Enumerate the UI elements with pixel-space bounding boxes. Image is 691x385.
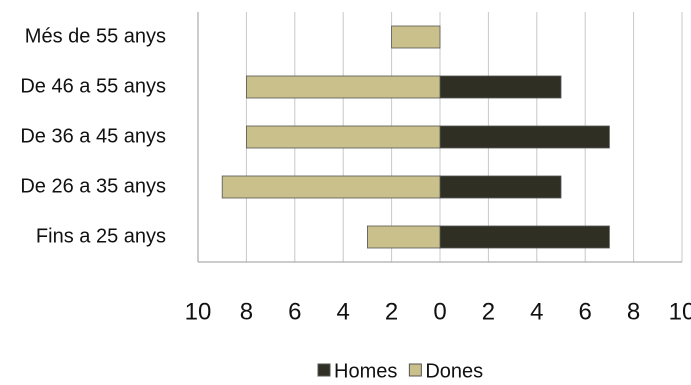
y-tick-label: De 46 a 55 anys xyxy=(20,75,166,97)
x-tick-label: 10 xyxy=(669,298,691,325)
bar xyxy=(245,125,441,149)
bar xyxy=(439,75,562,99)
legend-label: Dones xyxy=(425,360,483,382)
x-tick-label: 8 xyxy=(240,298,253,325)
bar xyxy=(439,175,562,199)
y-tick-label: Més de 55 anys xyxy=(25,25,166,47)
bar xyxy=(366,225,441,249)
x-tick-label: 6 xyxy=(288,298,301,325)
y-tick-label: Fins a 25 anys xyxy=(36,225,166,247)
x-tick-label: 10 xyxy=(185,298,212,325)
bar xyxy=(439,125,610,149)
legend-swatch xyxy=(317,363,331,377)
x-tick-label: 4 xyxy=(530,298,543,325)
y-tick-label: De 26 a 35 anys xyxy=(20,175,166,197)
x-tick-label: 4 xyxy=(337,298,350,325)
x-tick-label: 0 xyxy=(433,298,446,325)
legend-swatch xyxy=(408,363,422,377)
x-tick-label: 8 xyxy=(627,298,640,325)
x-tick-label: 6 xyxy=(579,298,592,325)
bar xyxy=(221,175,441,199)
x-tick-label: 2 xyxy=(482,298,495,325)
y-tick-label: De 36 a 45 anys xyxy=(20,125,166,147)
bar xyxy=(245,75,441,99)
x-tick-label: 2 xyxy=(385,298,398,325)
bar xyxy=(391,25,441,49)
bar xyxy=(439,225,610,249)
legend-label: Homes xyxy=(334,360,397,382)
